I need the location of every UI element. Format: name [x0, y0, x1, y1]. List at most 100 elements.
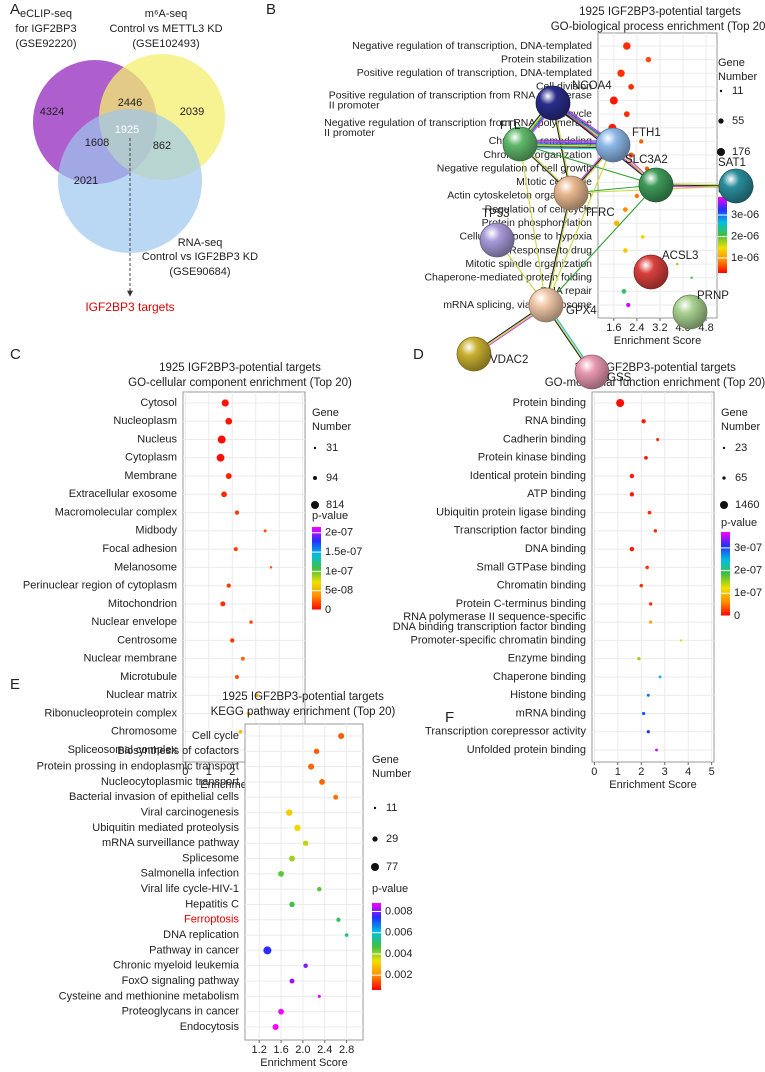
node-label: SAT1 [718, 157, 746, 169]
category-label: Ribonucleoprotein complex [44, 707, 177, 719]
color-tick-label: 1e-07 [325, 565, 353, 577]
category-label: Nucleus [137, 433, 177, 445]
title-line: Number [372, 768, 411, 780]
panel-label: A [10, 1, 20, 18]
category-label: Negative regulation of transcription, DN… [352, 40, 592, 52]
size-legend-label: 176 [732, 146, 750, 158]
category-label: Ubiquitin mediated proteolysis [92, 822, 239, 834]
size-legend-label: 55 [732, 115, 744, 127]
region-count: 2021 [74, 175, 98, 187]
dot [234, 510, 240, 515]
category-label: Macromolecular complex [55, 506, 178, 518]
node-label: GPX4 [566, 305, 597, 317]
size-legend-dot [372, 836, 378, 842]
dot [263, 946, 272, 955]
dot [628, 84, 635, 90]
category-label: Protein prossing in endoplasmic transpor… [37, 761, 239, 773]
category-label: Protein binding [513, 397, 586, 409]
title-line: Gene [312, 407, 339, 419]
node [633, 254, 669, 290]
category-label: Nuclear envelope [91, 616, 177, 628]
node [672, 294, 708, 330]
size-legend-dot [311, 501, 319, 509]
dot [313, 748, 320, 755]
panel-label: C [10, 346, 21, 363]
set-label: Control vs METTL3 KD [109, 23, 222, 35]
category-label: Midbody [135, 525, 177, 537]
category-label: Mitochondrion [108, 598, 177, 610]
x-tick-label: 1 [615, 766, 621, 778]
dot [629, 546, 635, 552]
dot [645, 565, 649, 570]
x-tick-label: 2.4 [317, 1044, 332, 1056]
size-legend-label: 29 [386, 833, 398, 845]
edge [519, 143, 547, 306]
category-label: Mitotic spindle organization [465, 258, 592, 270]
edge [545, 144, 614, 306]
size-legend-dot [371, 863, 379, 871]
region-count: 862 [153, 140, 171, 152]
dot [272, 1023, 279, 1031]
dot [609, 96, 618, 105]
dot [289, 901, 295, 908]
category-label: Small GTPase binding [477, 561, 586, 573]
result-label: IGF2BP3 targets [85, 300, 174, 314]
dot [278, 1008, 284, 1015]
x-tick-label: 4.8 [698, 322, 713, 334]
color-tick-label: 0.004 [385, 948, 413, 960]
dot [344, 933, 349, 937]
category-label: Hepatitis C [185, 898, 239, 910]
color-legend-title: p-value [312, 510, 348, 522]
category-label: Promoter-specific chromatin binding [411, 634, 586, 646]
size-legend-dot [719, 89, 723, 93]
x-tick-label: 0 [182, 766, 188, 778]
title-line: Gene [372, 754, 399, 766]
category-label: Protein stabilization [501, 53, 592, 65]
network: NCOA4 FTL FTH1 SLC3A2 SAT1 TFRC TP53 ACSL3 PRNP G… [456, 80, 754, 390]
node [528, 287, 564, 323]
node [595, 127, 631, 163]
region-count: 1925 [115, 124, 139, 136]
dot [289, 978, 295, 984]
category-label: Nucleocytoplasmic transport [101, 776, 239, 788]
category-label: ATP binding [527, 488, 586, 500]
chart-subtitle: GO-biological process enrichment (Top 20… [551, 21, 765, 33]
node [456, 336, 492, 372]
size-legend-label: 31 [326, 442, 338, 454]
color-tick-label: 0 [325, 604, 331, 616]
dot [639, 139, 644, 144]
dot [278, 870, 284, 877]
node-label: PRNP [697, 290, 729, 302]
dot [641, 711, 646, 716]
node-label: NCOA4 [572, 80, 612, 92]
dot [234, 674, 239, 679]
dot [647, 510, 652, 515]
title-line: Number [721, 421, 760, 433]
dot [246, 711, 251, 716]
title-line: Number [312, 421, 351, 433]
venn: eCLIP-seq for IGF2BP3 (GSE92220) m⁶A-seq… [15, 8, 258, 314]
x-tick-label: 2 [229, 766, 235, 778]
label-line: Negative regulation of transcription fro… [324, 117, 592, 129]
node [535, 85, 571, 121]
node [574, 354, 610, 390]
chart-title: 1925 IGF2BP3-potential targets [579, 6, 741, 18]
color-tick-label: 2e-07 [734, 565, 762, 577]
color-bar [372, 903, 381, 990]
size-legend-dot [722, 446, 726, 450]
category-label: mRNA binding [516, 707, 586, 719]
color-tick-label: 1e-06 [731, 252, 759, 264]
dot [226, 583, 231, 588]
panel-label: E [10, 676, 20, 693]
x-tick-label: 4 [685, 766, 691, 778]
dot [646, 693, 650, 697]
dot [238, 729, 243, 734]
x-axis-label: Enrichment Score [614, 335, 701, 347]
dot [679, 639, 683, 642]
set-label: RNA-seq [178, 237, 223, 249]
chart-subtitle: KEGG pathway enrichment (Top 20) [211, 706, 396, 718]
size-legend-dot [373, 806, 377, 810]
color-tick-label: 3e-06 [731, 209, 759, 221]
region-count: 2039 [180, 106, 204, 118]
